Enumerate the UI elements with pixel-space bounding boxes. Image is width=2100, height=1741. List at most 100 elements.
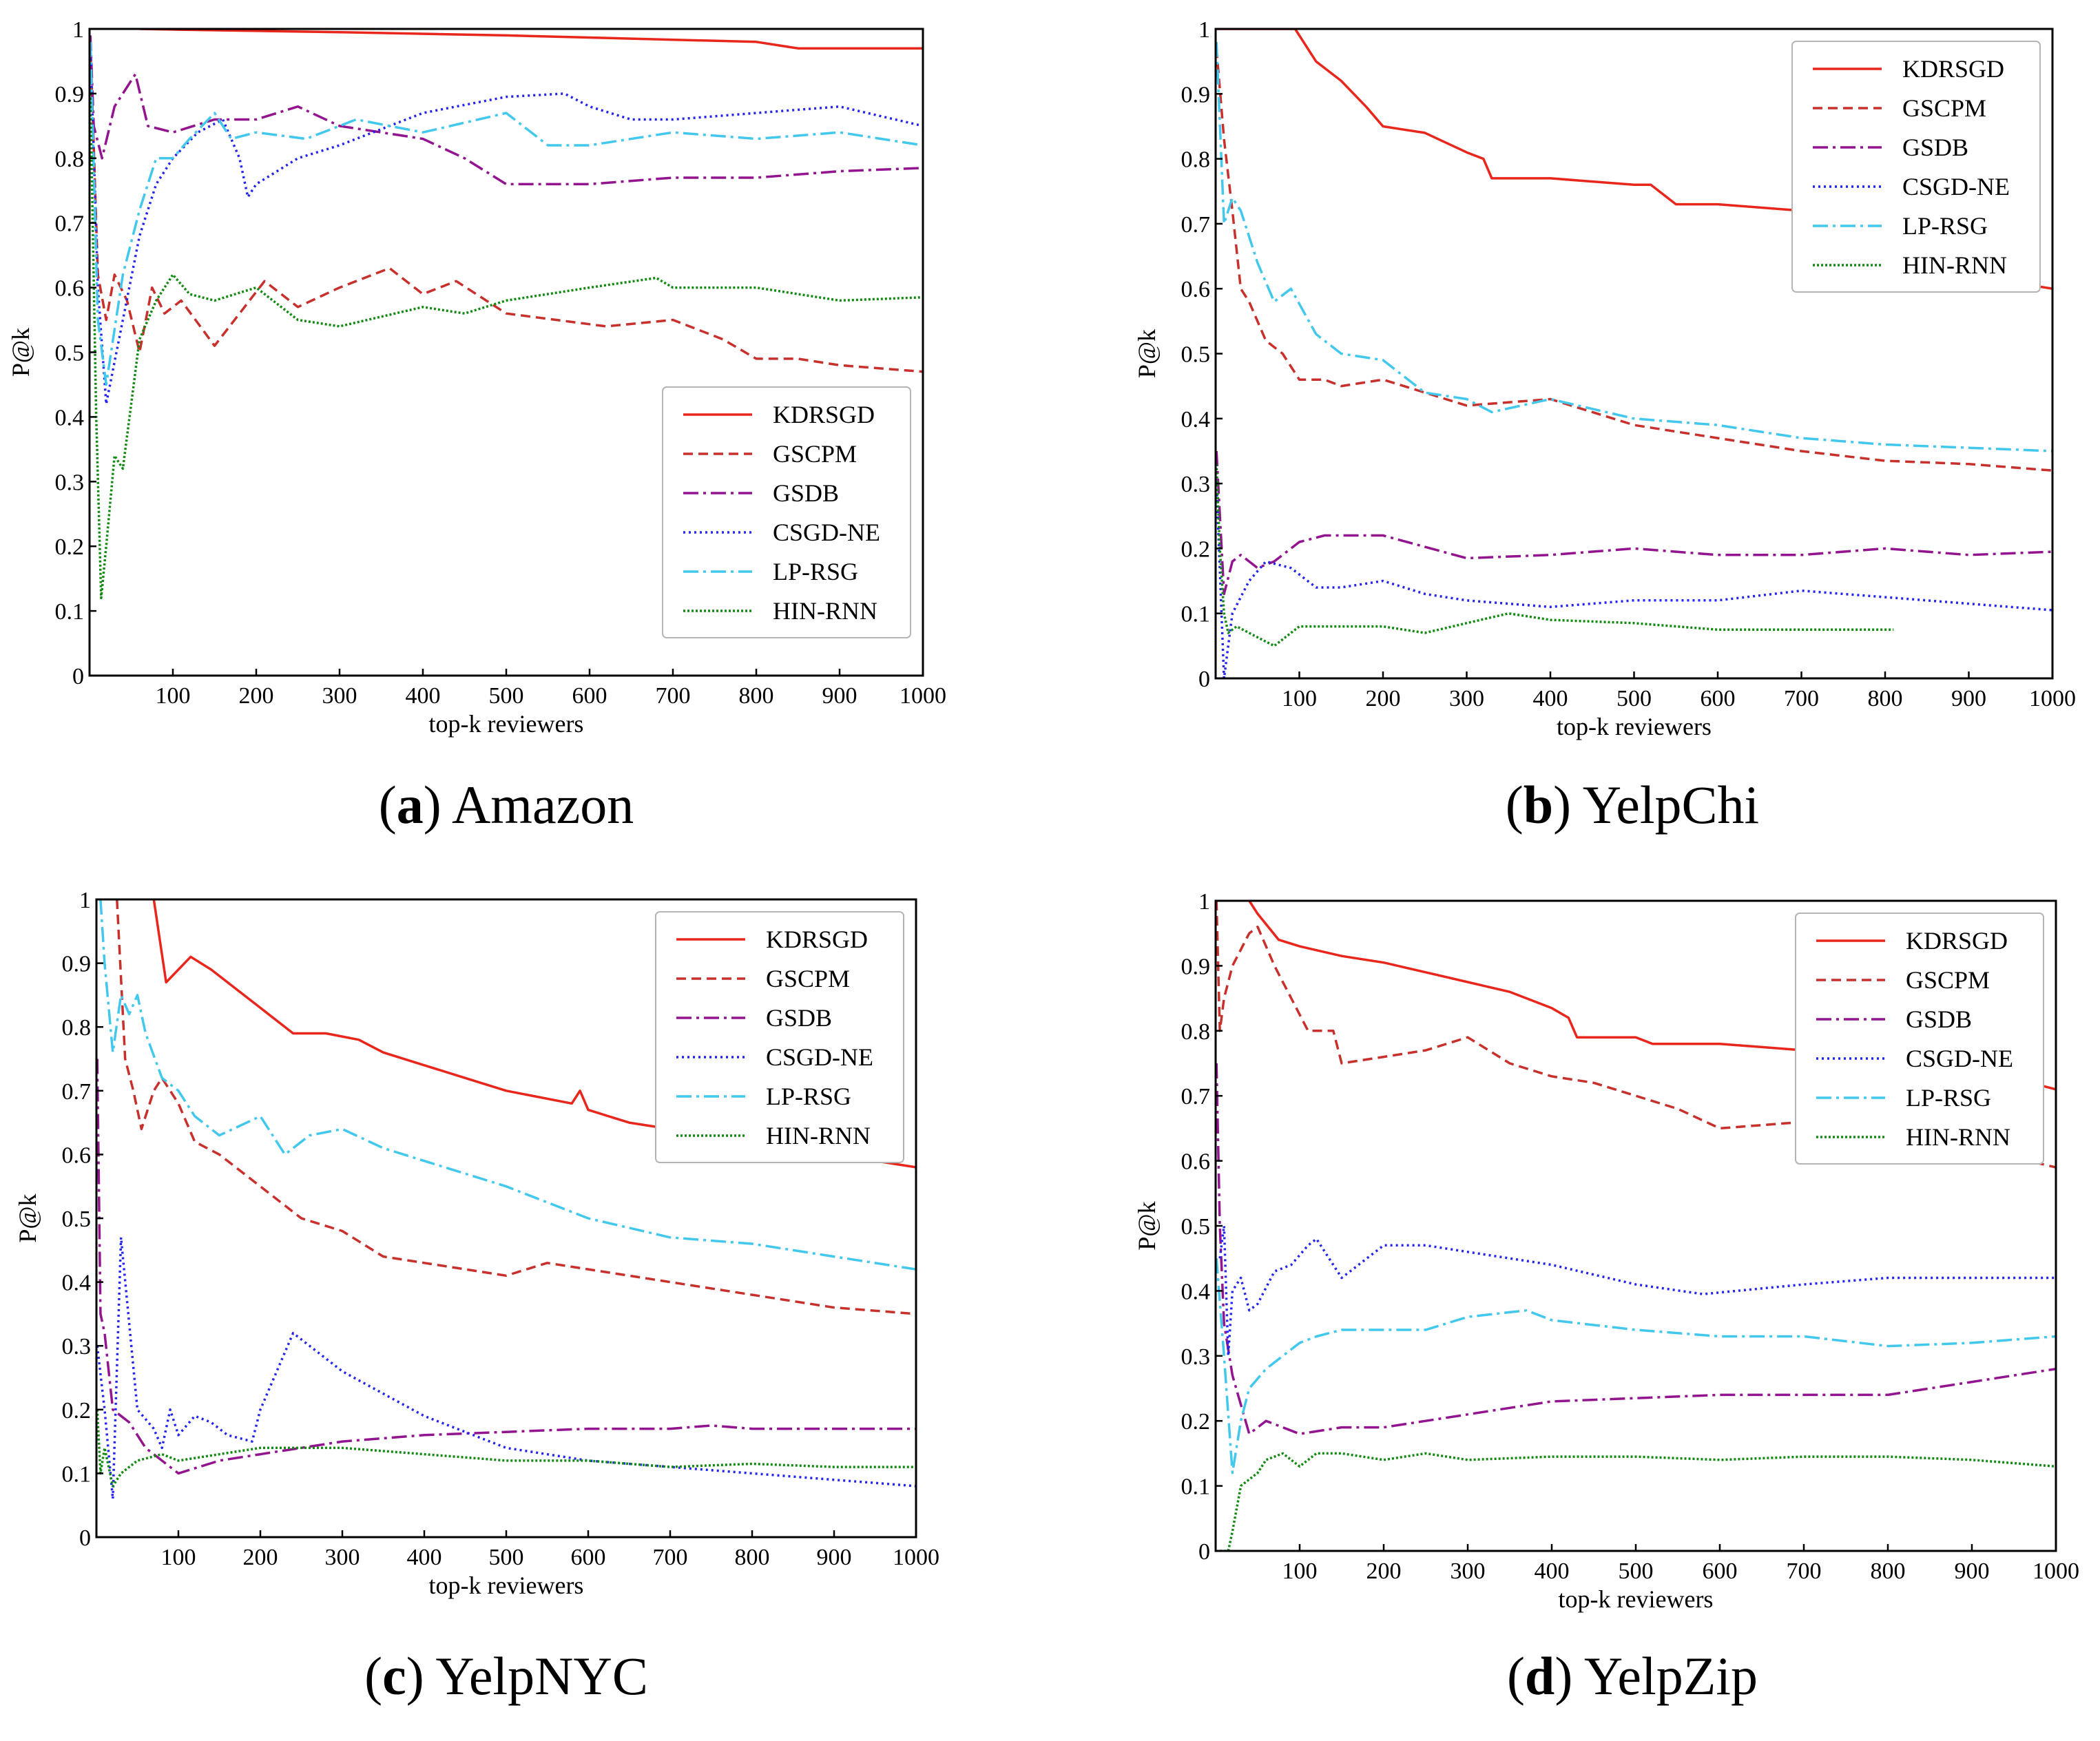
panel-caption: (a) Amazon: [379, 775, 634, 835]
caption-letter: c: [382, 1646, 406, 1706]
y-tick-label: 0.2: [55, 534, 85, 560]
series-line-hin-rnn: [1220, 1452, 2056, 1551]
panel-caption: (d) YelpZip: [1507, 1646, 1758, 1706]
series-group: [1216, 29, 2052, 678]
y-tick-label: 0.7: [1181, 212, 1211, 238]
x-tick-label: 1000: [900, 683, 946, 709]
legend-box: [1795, 913, 2044, 1165]
y-tick-label: 0.5: [62, 1207, 92, 1232]
x-tick-label: 300: [1449, 686, 1484, 711]
y-tick-label: 0.7: [55, 211, 85, 237]
series-line-gsdb: [96, 1059, 916, 1475]
y-tick-label: 0.7: [62, 1079, 92, 1105]
x-tick-label: 600: [1701, 686, 1736, 711]
x-tick-label: 200: [1366, 1558, 1402, 1584]
x-tick-label: 500: [489, 1545, 524, 1570]
x-tick-label: 800: [739, 683, 774, 709]
y-tick-label: 0.9: [62, 952, 92, 977]
series-line-gsdb: [1216, 1063, 2056, 1435]
y-axis-title: P@k: [14, 1193, 41, 1242]
x-tick-label: 400: [1535, 1558, 1570, 1584]
caption-name: YelpZip: [1584, 1646, 1758, 1706]
legend-label-lp-rsg: LP-RSG: [1902, 212, 1988, 240]
y-tick-label: 0.2: [1181, 1409, 1211, 1435]
x-tick-label: 100: [1282, 686, 1317, 711]
x-tick-label: 600: [1703, 1558, 1738, 1584]
x-tick-label: 700: [1784, 686, 1819, 711]
y-tick-label: 0.9: [1181, 82, 1211, 107]
x-tick-label: 1000: [2029, 686, 2076, 711]
series-line-kdrsgd: [139, 29, 923, 50]
legend-label-csgd-ne: CSGD-NE: [1906, 1045, 2013, 1072]
legend-label-gscpm: GSCPM: [766, 965, 850, 992]
legend-label-hin-rnn: HIN-RNN: [1902, 251, 2007, 279]
series-line-hin-rnn: [1216, 463, 1894, 647]
legend-label-kdrsgd: KDRSGD: [766, 926, 868, 953]
series-line-csgd-ne: [96, 1236, 916, 1501]
y-tick-label: 0.9: [1181, 954, 1211, 979]
series-line-csgd-ne: [1216, 483, 2052, 678]
legend-label-gscpm: GSCPM: [1902, 94, 1986, 122]
legend-label-lp-rsg: LP-RSG: [1906, 1084, 1991, 1112]
y-tick-label: 0.2: [62, 1398, 92, 1424]
y-tick-label: 0.5: [55, 341, 85, 366]
x-tick-label: 500: [1616, 686, 1652, 711]
y-tick-label: 0.6: [1181, 277, 1211, 302]
legend-label-lp-rsg: LP-RSG: [773, 558, 858, 585]
panel-caption: (c) YelpNYC: [364, 1646, 648, 1706]
x-tick-label: 400: [407, 1545, 442, 1570]
series-line-gsdb: [90, 35, 923, 186]
legend-label-kdrsgd: KDRSGD: [1902, 55, 2004, 83]
legend: KDRSGD GSCPM GSDB CSGD-NE LP-RSG HIN-RNN: [1795, 913, 2044, 1165]
x-tick-label: 300: [322, 683, 357, 709]
y-tick-label: 0.1: [62, 1461, 92, 1487]
y-tick-label: 0.3: [1181, 1344, 1211, 1370]
x-tick-label: 600: [572, 683, 607, 709]
x-tick-label: 800: [1871, 1558, 1906, 1584]
y-tick-label: 0.5: [1181, 342, 1211, 368]
y-tick-label: 0.7: [1181, 1084, 1211, 1109]
x-tick-label: 300: [1451, 1558, 1486, 1584]
legend-box: [1791, 41, 2041, 293]
legend-label-hin-rnn: HIN-RNN: [766, 1122, 871, 1149]
chart-panel-b: 0 0.1 0.2 0.3 0.4 0.5 0.6 0.7 0.8 0.9 1 100 200 300 40…: [1133, 17, 2076, 835]
x-tick-label: 100: [161, 1545, 196, 1570]
legend: KDRSGD GSCPM GSDB CSGD-NE LP-RSG HIN-RNN: [662, 386, 911, 638]
y-tick-label: 0.4: [62, 1271, 92, 1296]
chart-panel-c: 0 0.1 0.2 0.3 0.4 0.5 0.6 0.7 0.8 0.9 1 100 200 300 40…: [14, 888, 939, 1706]
caption-name: YelpChi: [1583, 775, 1760, 835]
y-tick-label: 0.3: [55, 470, 85, 495]
y-tick-label: 0.8: [62, 1015, 92, 1041]
series-line-hin-rnn: [96, 1409, 916, 1488]
caption-letter: b: [1524, 775, 1553, 835]
legend-label-gsdb: GSDB: [766, 1004, 832, 1032]
series-group: [96, 899, 916, 1501]
series-line-csgd-ne: [90, 41, 923, 406]
x-tick-label: 500: [489, 683, 524, 709]
caption-name: YelpNYC: [435, 1646, 648, 1706]
legend-label-csgd-ne: CSGD-NE: [773, 519, 880, 546]
y-tick-label: 0.9: [55, 82, 85, 107]
panel-caption: (b) YelpChi: [1506, 775, 1759, 835]
y-axis-title: P@k: [7, 328, 34, 377]
legend-label-csgd-ne: CSGD-NE: [1902, 173, 2010, 200]
series-line-gsdb: [1216, 450, 2052, 596]
y-tick-label: 0.4: [55, 405, 85, 430]
legend-label-kdrsgd: KDRSGD: [1906, 927, 2008, 955]
y-tick-label: 0: [1198, 667, 1210, 692]
legend-label-kdrsgd: KDRSGD: [773, 401, 875, 428]
x-tick-label: 100: [156, 683, 191, 709]
x-tick-label: 800: [1868, 686, 1903, 711]
x-axis-title: top-k reviewers: [429, 1572, 584, 1599]
legend-label-gsdb: GSDB: [1902, 134, 1968, 161]
x-tick-label: 800: [735, 1545, 770, 1570]
legend-label-gscpm: GSCPM: [1906, 966, 1990, 994]
series-group: [90, 29, 923, 600]
caption-letter: a: [397, 775, 424, 835]
legend: KDRSGD GSCPM GSDB CSGD-NE LP-RSG HIN-RNN: [655, 911, 904, 1163]
x-axis-title: top-k reviewers: [1559, 1585, 1714, 1613]
y-tick-label: 0.1: [1181, 602, 1211, 627]
caption-name: Amazon: [452, 775, 634, 835]
x-tick-label: 400: [406, 683, 441, 709]
